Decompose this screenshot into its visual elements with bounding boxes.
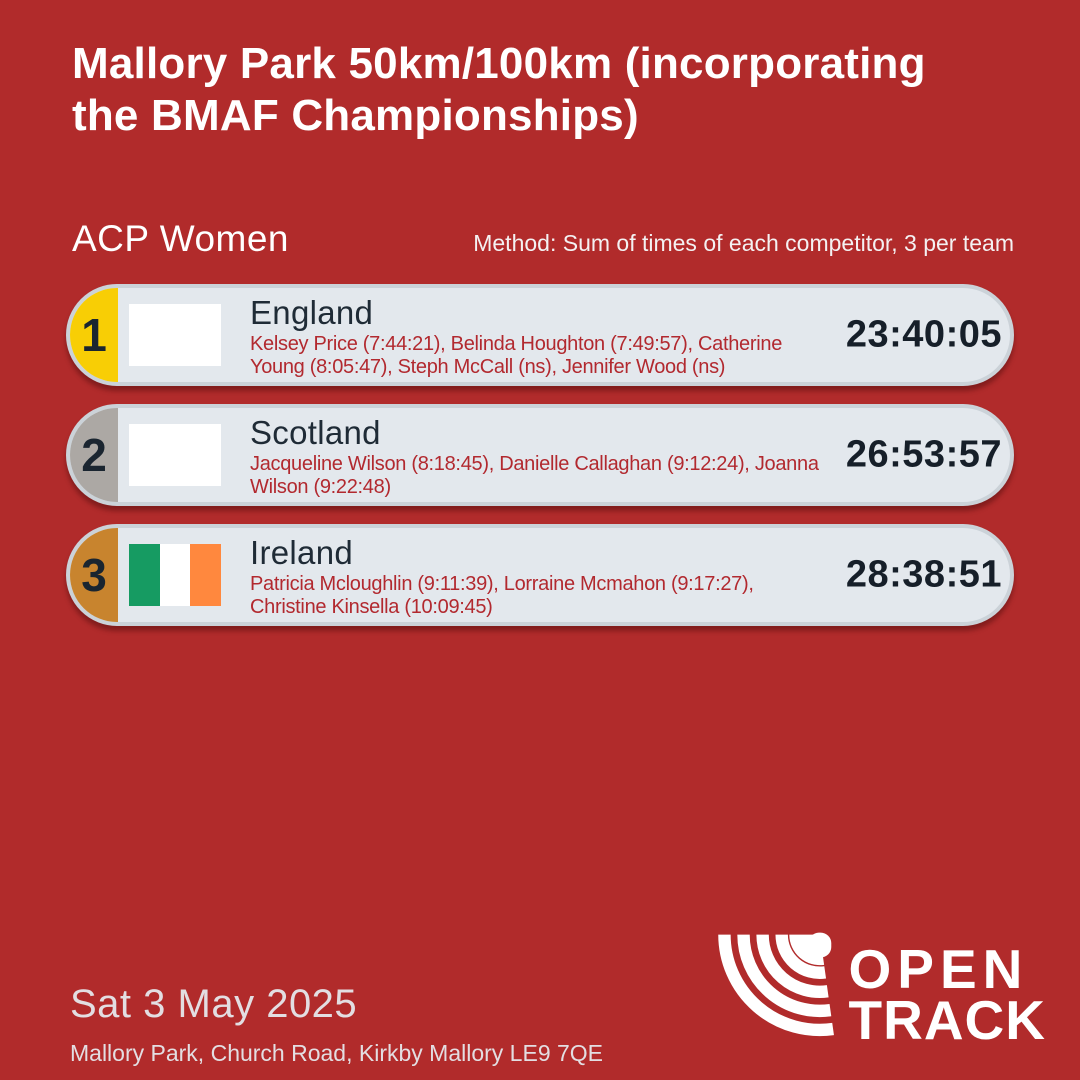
competitors-list: Patricia Mcloughlin (9:11:39), Lorraine …: [250, 573, 754, 618]
rank-badge: 1: [70, 288, 118, 382]
rank-badge: 2: [70, 408, 118, 502]
result-row: 3 Ireland Patricia Mcloughlin (9:11:39),…: [66, 524, 1014, 626]
results-list: 1 England Kelsey Price (7:44:21), Belind…: [66, 284, 1014, 626]
rank-number: 3: [81, 549, 107, 601]
competitors-list: Jacqueline Wilson (8:18:45), Danielle Ca…: [250, 453, 819, 498]
ireland-flag: [129, 544, 221, 606]
logo-text-track: TRACK: [848, 989, 1046, 1052]
flag-stripe: [129, 544, 160, 606]
total-time: 28:38:51: [845, 553, 1002, 596]
scotland-flag: [129, 424, 221, 486]
event-title: Mallory Park 50km/100km (incorporating t…: [72, 39, 926, 140]
opentrack-arcs-icon: [717, 932, 834, 1037]
total-time: 26:53:57: [845, 433, 1002, 476]
competitors-list: Kelsey Price (7:44:21), Belinda Houghton…: [250, 333, 783, 378]
opentrack-logo: OPEN TRACK: [713, 929, 1046, 1052]
section-header: ACP Women Method: Sum of times of each c…: [72, 218, 1014, 260]
event-date: Sat 3 May 2025: [70, 982, 358, 1026]
flag-stripe: [129, 304, 221, 366]
flag-stripe: [159, 544, 191, 606]
method-note: Method: Sum of times of each competitor,…: [473, 230, 1014, 256]
rank-number: 2: [81, 429, 107, 481]
team-name: Scotland: [250, 414, 381, 451]
rank-number: 1: [81, 309, 107, 361]
result-row: 2 Scotland Jacqueline Wilson (8:18:45), …: [66, 404, 1014, 506]
logo-wordmark: OPEN TRACK: [848, 937, 1046, 1052]
flag-stripe: [129, 424, 221, 486]
event-venue: Mallory Park, Church Road, Kirkby Mallor…: [70, 1040, 604, 1066]
england-flag: [129, 304, 221, 366]
flag-stripe: [190, 544, 221, 606]
team-name: Ireland: [250, 534, 354, 571]
team-name: England: [250, 294, 374, 331]
rank-badge: 3: [70, 528, 118, 622]
logo-text-open: OPEN: [848, 937, 1029, 1000]
section-title: ACP Women: [72, 218, 289, 259]
total-time: 23:40:05: [845, 313, 1002, 356]
result-row: 1 England Kelsey Price (7:44:21), Belind…: [66, 284, 1014, 386]
